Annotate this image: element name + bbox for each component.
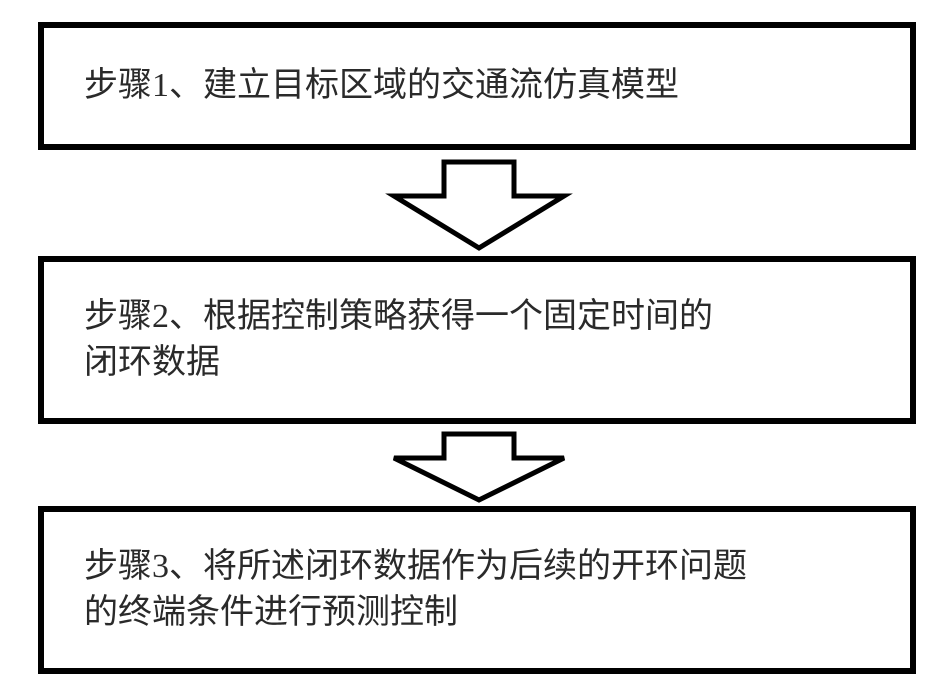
step-text-3: 步骤3、将所述闭环数据作为后续的开环问题 的终端条件进行预测控制: [84, 544, 747, 636]
step-text-2: 步骤2、根据控制策略获得一个固定时间的 闭环数据: [84, 294, 713, 386]
step-box-2: 步骤2、根据控制策略获得一个固定时间的 闭环数据: [38, 256, 916, 424]
step-box-1: 步骤1、建立目标区域的交通流仿真模型: [38, 22, 916, 150]
flowchart-canvas: 步骤1、建立目标区域的交通流仿真模型 步骤2、根据控制策略获得一个固定时间的 闭…: [0, 0, 950, 674]
step-box-3: 步骤3、将所述闭环数据作为后续的开环问题 的终端条件进行预测控制: [38, 506, 916, 674]
arrow-down-1: [384, 156, 574, 254]
arrow-down-icon: [384, 428, 574, 506]
step-text-1: 步骤1、建立目标区域的交通流仿真模型: [84, 63, 679, 109]
arrow-down-2: [384, 428, 574, 506]
arrow-down-icon: [384, 156, 574, 254]
